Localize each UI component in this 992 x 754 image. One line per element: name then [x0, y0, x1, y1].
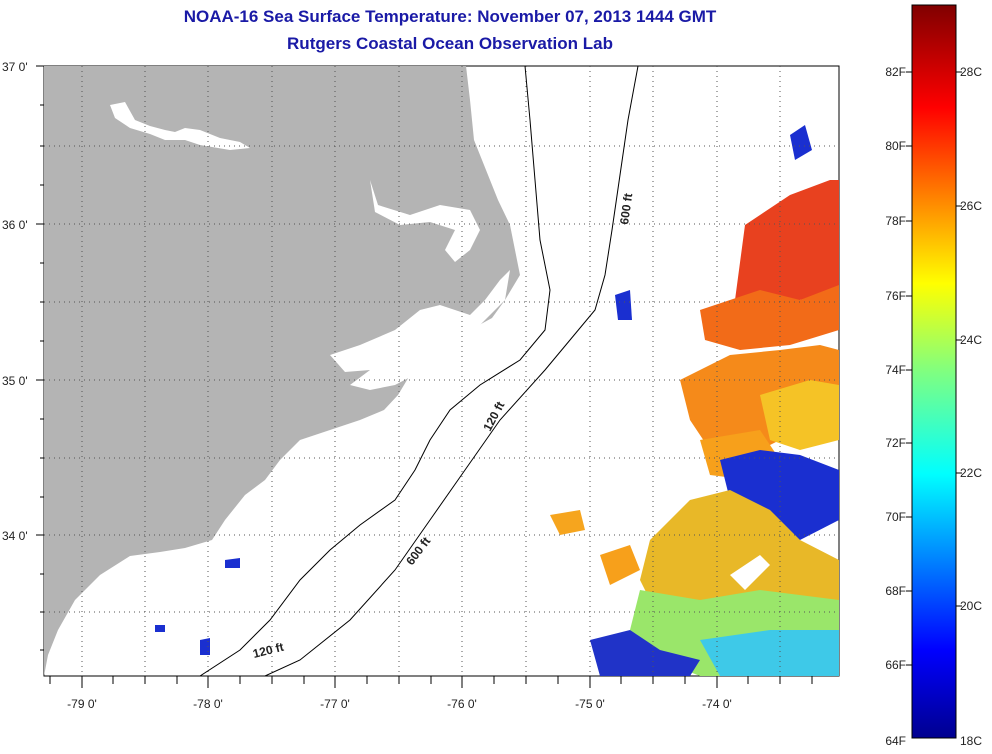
pamlico-sound: [330, 270, 510, 390]
sst-data-patches: [155, 125, 839, 676]
colorbar-f-label: 82F: [885, 65, 906, 79]
colorbar-f-label: 72F: [885, 436, 906, 450]
colorbar-f-label: 68F: [885, 584, 906, 598]
inland-lake: [110, 102, 250, 150]
bottom-ticks: [49, 676, 813, 688]
colorbar-f-label: 74F: [885, 363, 906, 377]
colorbar-ticks: [906, 71, 962, 666]
colorbar-c-label: 26C: [960, 199, 982, 213]
lon-label: -79 0': [67, 697, 97, 711]
albemarle-sound: [370, 180, 480, 262]
lat-label: 37 0': [2, 60, 28, 74]
colorbar-c-label: 22C: [960, 466, 982, 480]
temperature-colorbar: [911, 4, 957, 739]
colorbar-c-label: 28C: [960, 65, 982, 79]
lon-label: -75 0': [575, 697, 605, 711]
colorbar-f-label: 64F: [885, 734, 906, 748]
map-subtitle: Rutgers Coastal Ocean Observation Lab: [287, 34, 613, 53]
colorbar-c-label: 24C: [960, 333, 982, 347]
contour-600ft: [264, 66, 639, 676]
contour-120ft: [199, 66, 551, 676]
colorbar-f-label: 80F: [885, 139, 906, 153]
colorbar-c-label: 18C: [960, 734, 982, 748]
left-ticks: [36, 65, 44, 651]
lon-label: -77 0': [320, 697, 350, 711]
colorbar-f-label: 78F: [885, 214, 906, 228]
lon-label: -78 0': [193, 697, 223, 711]
colorbar-c-label: 20C: [960, 599, 982, 613]
lon-label: -74 0': [702, 697, 732, 711]
lat-label: 34 0': [2, 529, 28, 543]
grid-lines: [44, 66, 839, 676]
contour-label-600-upper: 600 ft: [617, 192, 635, 225]
map-title: NOAA-16 Sea Surface Temperature: Novembe…: [183, 7, 717, 26]
colorbar-f-label: 70F: [885, 510, 906, 524]
colorbar-f-label: 76F: [885, 289, 906, 303]
colorbar-f-label: 66F: [885, 658, 906, 672]
lon-label: -76 0': [447, 697, 477, 711]
lat-label: 35 0': [2, 374, 28, 388]
lat-label: 36 0': [2, 218, 28, 232]
